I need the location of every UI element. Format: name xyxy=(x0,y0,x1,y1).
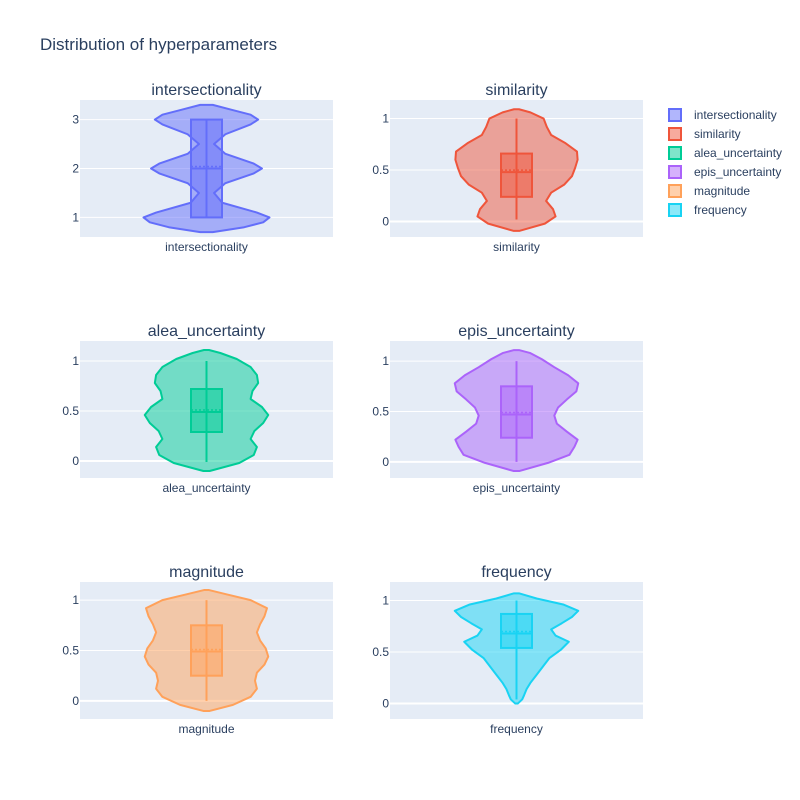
legend-label: magnitude xyxy=(694,184,750,198)
y-tick-label: 0.5 xyxy=(372,163,389,177)
y-tick-label: 0.5 xyxy=(62,404,79,418)
subplot-title: similarity xyxy=(485,82,547,99)
legend-item-alea_uncertainty[interactable]: alea_uncertainty xyxy=(668,146,782,160)
y-tick-label: 0 xyxy=(382,215,389,229)
x-tick-label: intersectionality xyxy=(165,240,248,254)
legend-swatch xyxy=(668,184,682,198)
subplot-magnitude: 0 0.5 1 magnitude magnitude xyxy=(62,564,333,736)
y-tick-label: 0.5 xyxy=(62,644,79,658)
subplot-intersectionality: 1 2 3 intersectionality intersectionality xyxy=(72,82,333,254)
y-tick-label: 0 xyxy=(72,694,79,708)
legend-label: frequency xyxy=(694,203,747,217)
y-tick-label: 1 xyxy=(382,594,389,608)
x-tick-label: alea_uncertainty xyxy=(162,481,250,495)
x-tick-label: frequency xyxy=(490,722,543,736)
x-tick-label: epis_uncertainty xyxy=(473,481,560,495)
legend-label: intersectionality xyxy=(694,108,777,122)
y-tick-label: 1 xyxy=(382,354,389,368)
legend-swatch xyxy=(668,165,682,179)
legend-label: epis_uncertainty xyxy=(694,165,781,179)
x-tick-label: magnitude xyxy=(178,722,234,736)
subplot-alea_uncertainty: 0 0.5 1 alea_uncertainty alea_uncertainty xyxy=(62,323,333,495)
subplot-title: alea_uncertainty xyxy=(148,323,265,340)
legend-swatch xyxy=(668,203,682,217)
y-tick-label: 1 xyxy=(382,112,389,126)
y-tick-label: 3 xyxy=(72,113,79,127)
subplot-grid: 1 2 3 intersectionality intersectionality 0 0.… xyxy=(62,82,643,736)
subplot-title: frequency xyxy=(481,564,551,581)
y-tick-label: 0.5 xyxy=(372,405,389,419)
subplot-similarity: 0 0.5 1 similarity similarity xyxy=(372,82,643,254)
y-tick-label: 0 xyxy=(382,697,389,711)
legend-item-epis_uncertainty[interactable]: epis_uncertainty xyxy=(668,165,781,179)
y-tick-label: 2 xyxy=(72,162,79,176)
y-tick-label: 1 xyxy=(72,593,79,607)
subplot-frequency: 0 0.5 1 frequency frequency xyxy=(372,564,643,736)
y-tick-label: 0 xyxy=(72,454,79,468)
subplot-title: epis_uncertainty xyxy=(458,323,575,340)
legend-item-similarity[interactable]: similarity xyxy=(668,127,741,141)
y-tick-label: 0 xyxy=(382,455,389,469)
legend-label: similarity xyxy=(694,127,741,141)
legend: intersectionality similarity alea_uncertai… xyxy=(668,108,782,217)
box-iqr xyxy=(500,152,533,198)
subplot-title: magnitude xyxy=(169,564,244,581)
legend-item-intersectionality[interactable]: intersectionality xyxy=(668,108,777,122)
y-tick-label: 0.5 xyxy=(372,645,389,659)
legend-swatch xyxy=(668,127,682,141)
legend-item-magnitude[interactable]: magnitude xyxy=(668,184,750,198)
legend-swatch xyxy=(668,108,682,122)
subplot-epis_uncertainty: 0 0.5 1 epis_uncertainty epis_uncertainty xyxy=(372,323,643,495)
figure-title: Distribution of hyperparameters xyxy=(40,35,277,54)
subplot-title: intersectionality xyxy=(151,82,261,99)
x-tick-label: similarity xyxy=(493,240,540,254)
y-tick-label: 1 xyxy=(72,354,79,368)
legend-label: alea_uncertainty xyxy=(694,146,782,160)
legend-swatch xyxy=(668,146,682,160)
y-tick-label: 1 xyxy=(72,210,79,224)
legend-item-frequency[interactable]: frequency xyxy=(668,203,747,217)
box-iqr xyxy=(190,624,223,677)
